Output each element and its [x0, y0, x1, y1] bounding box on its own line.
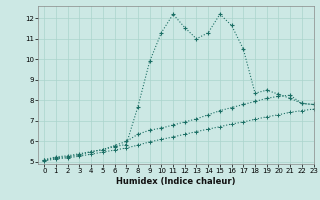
X-axis label: Humidex (Indice chaleur): Humidex (Indice chaleur): [116, 177, 236, 186]
